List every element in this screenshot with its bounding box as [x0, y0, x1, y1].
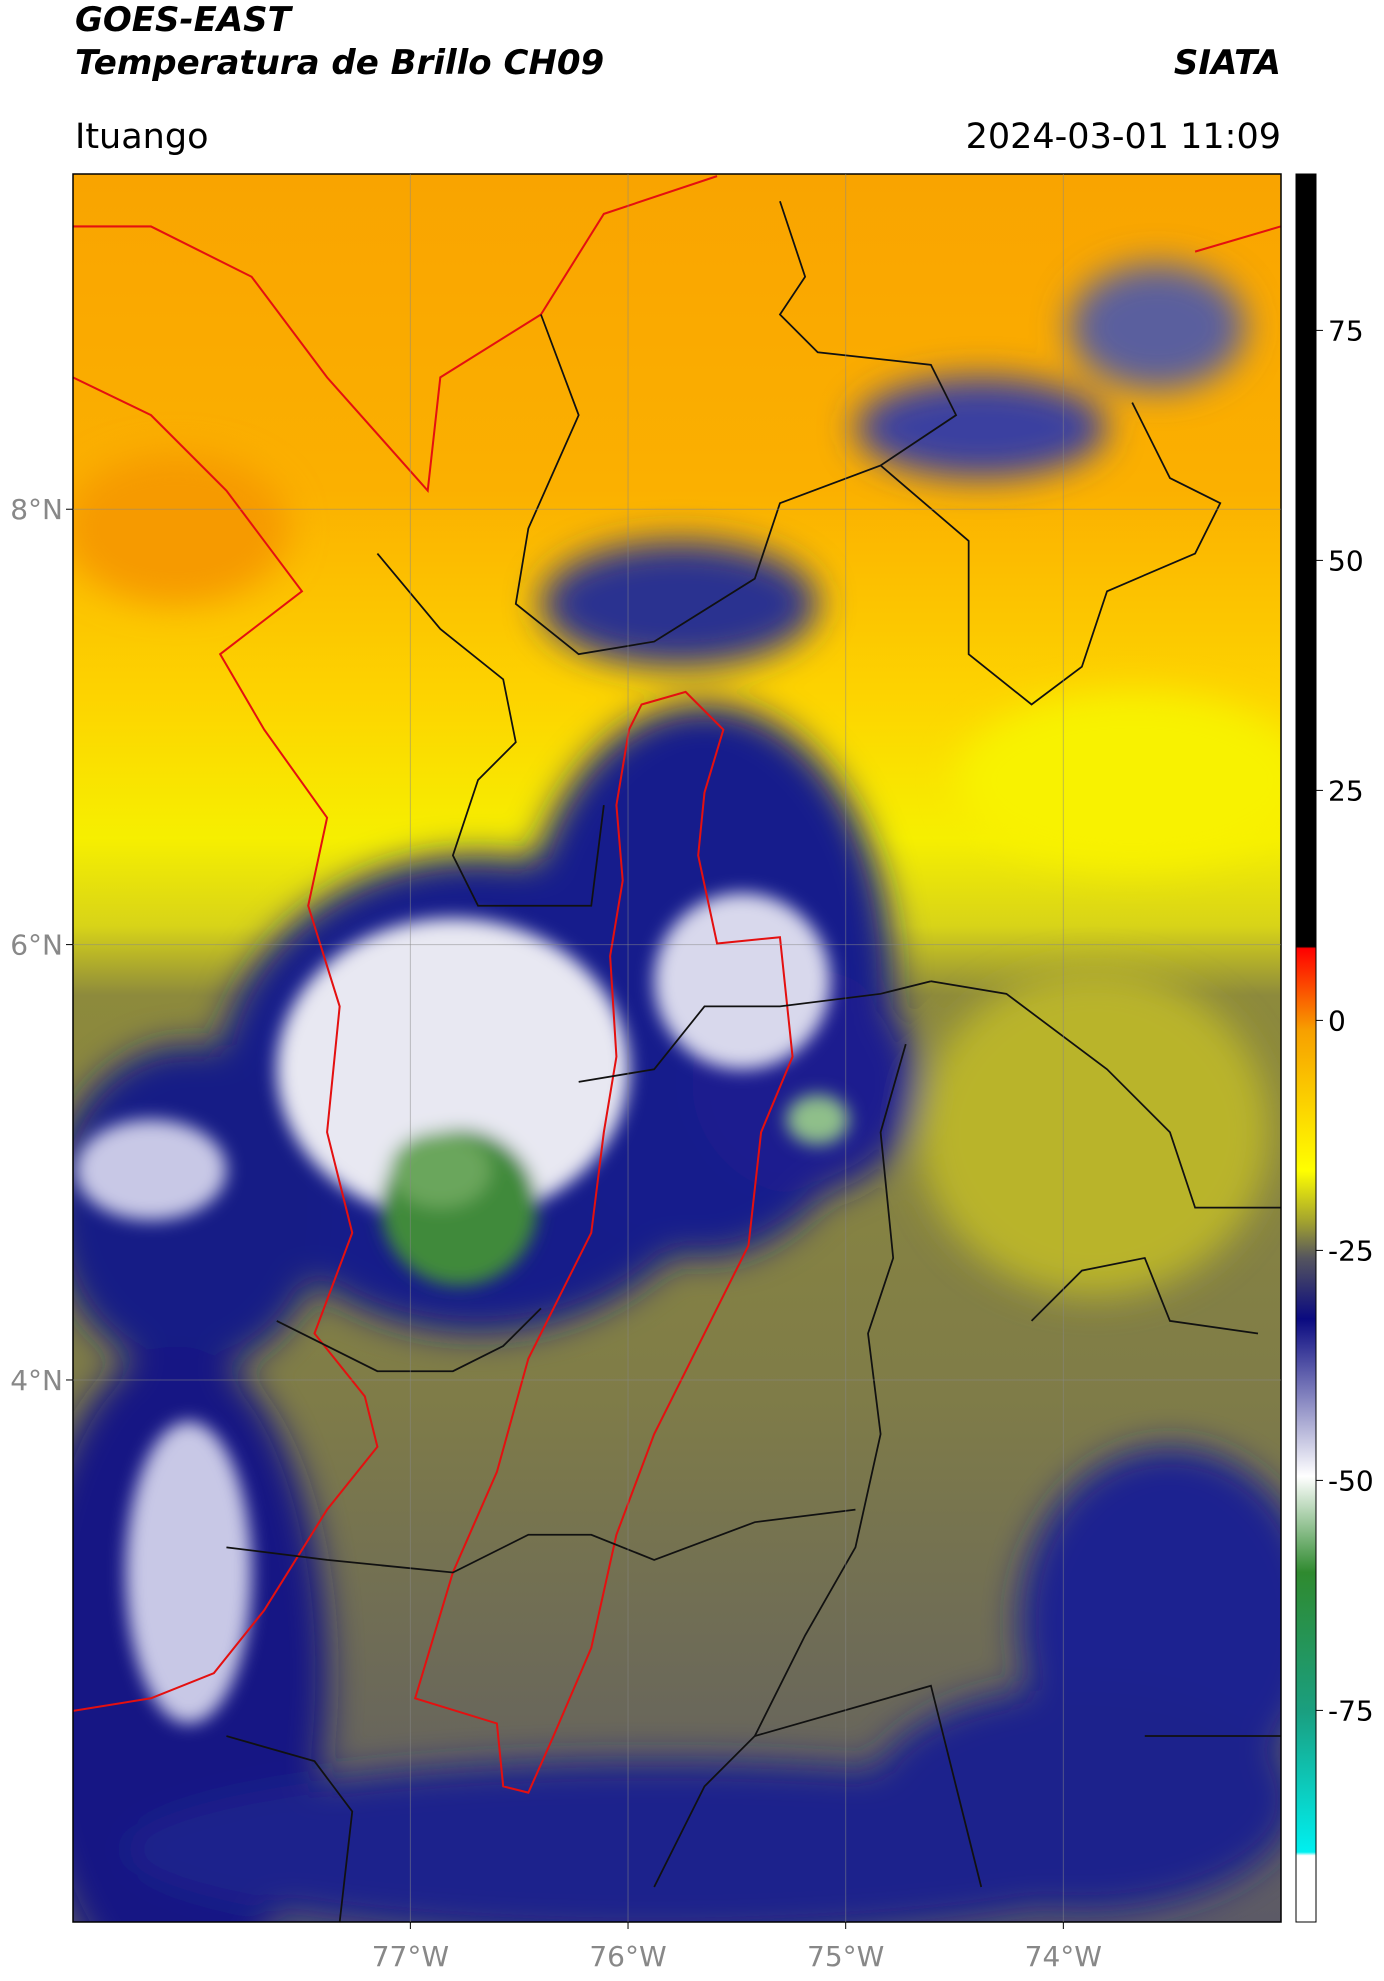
x-tick-label: 77°W [372, 1940, 449, 1973]
cloud-field [73, 175, 1281, 1922]
location: Ituango [75, 117, 209, 157]
colorbar-tick-label: 75 [1328, 314, 1364, 347]
colorbar-tick-label: 0 [1328, 1004, 1346, 1037]
title-line2: Temperatura de Brillo CH09 [75, 43, 604, 83]
colorbar-tick-label: -75 [1328, 1694, 1374, 1727]
datetime: 2024-03-01 11:09 [966, 117, 1281, 157]
x-tick-label: 76°W [589, 1940, 666, 1973]
y-tick-label: 8°N [10, 493, 63, 526]
title-line1: GOES-EAST [75, 0, 294, 40]
colorbar-tick-label: -25 [1328, 1234, 1374, 1267]
x-tick-label: 75°W [807, 1940, 884, 1973]
colorbar-tick-label: -50 [1328, 1464, 1374, 1497]
map-image [73, 174, 1281, 1922]
map-frame [72, 173, 1282, 1923]
x-tick-label: 74°W [1025, 1940, 1102, 1973]
colorbar-tick-label: 25 [1328, 774, 1364, 807]
colorbar [1295, 173, 1317, 1923]
y-tick-label: 6°N [10, 929, 63, 962]
y-tick-label: 4°N [10, 1364, 63, 1397]
source: SIATA [1174, 43, 1281, 83]
colorbar-tick-label: 50 [1328, 544, 1364, 577]
